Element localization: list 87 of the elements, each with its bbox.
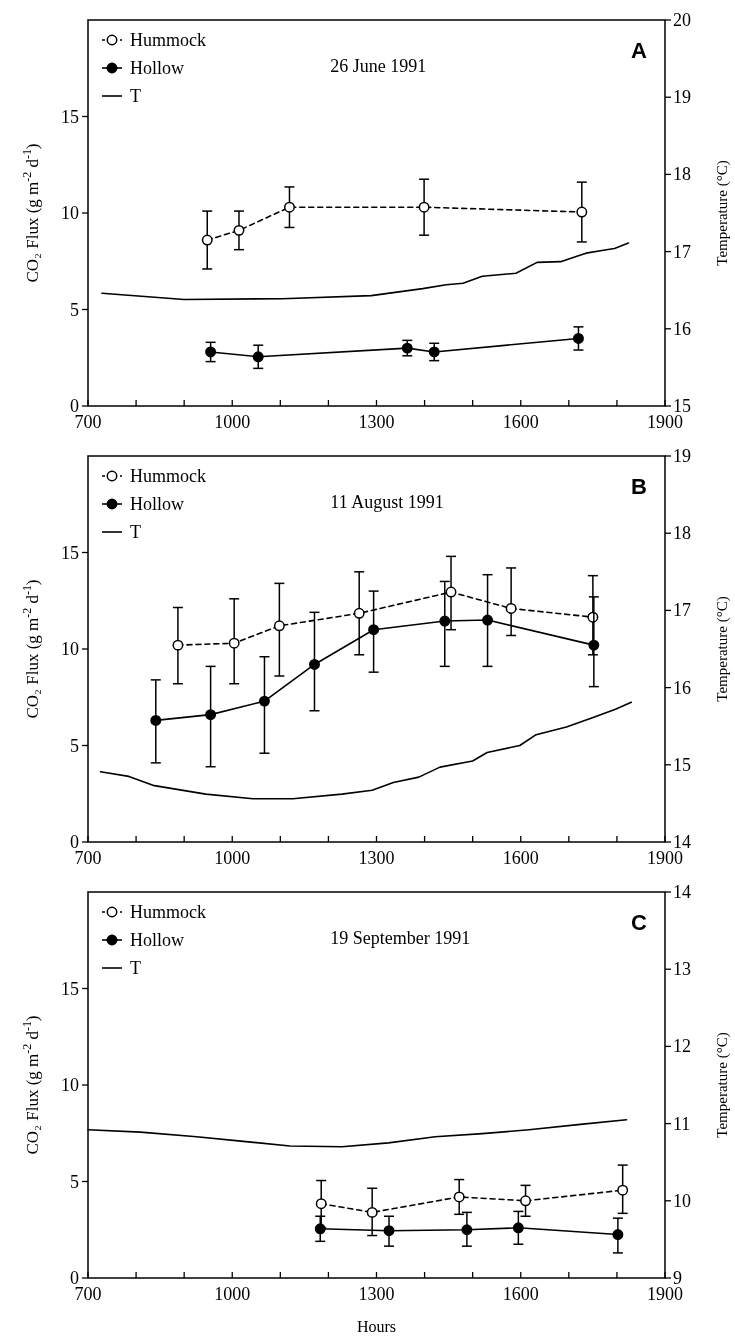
line-series [101, 242, 630, 301]
point [228, 637, 240, 649]
y2-tick-label: 19 [673, 446, 691, 466]
y2-tick-label: 15 [673, 754, 691, 775]
point [273, 620, 285, 632]
annotation: 26 June 1991 [330, 56, 427, 76]
point [453, 1191, 465, 1203]
y-tick-label: 15 [61, 978, 79, 999]
y2-tick-label: 20 [673, 10, 691, 30]
y2-axis-title: Temperature (°C) [714, 160, 731, 266]
point [612, 1229, 624, 1241]
y2-tick-label: 18 [673, 164, 691, 185]
point [368, 624, 380, 636]
point [314, 1223, 326, 1235]
y2-tick-label: 12 [673, 1036, 691, 1057]
annotation: 19 September 1991 [330, 928, 471, 948]
x-tick-label: 1600 [502, 412, 539, 432]
point [588, 639, 600, 651]
y2-tick-label: 17 [673, 241, 691, 262]
y2-tick-label: 11 [673, 1113, 691, 1134]
legend-label: Hummock [130, 902, 206, 922]
y2-tick-label: 16 [673, 677, 691, 698]
y2-tick-label: 10 [673, 1190, 691, 1211]
annotation: C [631, 910, 648, 935]
y-tick-label: 15 [61, 106, 79, 127]
point [205, 709, 217, 721]
y2-tick-label: 13 [673, 959, 691, 980]
annotation: B [631, 474, 647, 499]
point [201, 234, 213, 246]
y2-tick-label: 19 [673, 87, 691, 108]
annotation: 11 August 1991 [330, 492, 444, 512]
point [617, 1184, 629, 1196]
point [383, 1225, 395, 1237]
x-tick-label: 1000 [214, 1284, 251, 1304]
x-axis-title: Hours [356, 1318, 397, 1335]
point [315, 1198, 327, 1210]
point [233, 224, 245, 236]
legend-label: Hummock [130, 30, 206, 50]
y-tick-label: 10 [61, 1075, 79, 1095]
legend-label: Hollow [130, 58, 184, 78]
point [309, 658, 320, 670]
y-tick-label: 5 [70, 299, 79, 320]
point [150, 714, 162, 726]
point [572, 332, 584, 344]
x-tick-label: 1000 [214, 848, 251, 868]
point [418, 201, 430, 213]
point [461, 1224, 473, 1236]
y2-axis-title: Temperature (°C) [714, 1032, 731, 1138]
point [520, 1195, 532, 1207]
point [576, 206, 588, 218]
y-tick-label: 10 [61, 203, 79, 223]
point [172, 639, 184, 651]
y-tick-label: 5 [70, 1171, 79, 1192]
x-tick-label: 1300 [358, 412, 395, 432]
point [353, 607, 365, 619]
legend-label: Hollow [130, 494, 184, 514]
y-tick-label: 10 [61, 639, 79, 659]
point [445, 586, 457, 598]
point [284, 201, 295, 213]
legend-label: T [130, 958, 141, 978]
legend-label: Hummock [130, 466, 206, 486]
point [505, 603, 517, 614]
point [252, 351, 264, 363]
point [439, 615, 451, 627]
y2-axis-title: Temperature (°C) [714, 596, 731, 702]
point [259, 695, 270, 707]
annotation: A [631, 38, 648, 63]
point [428, 346, 440, 358]
y-tick-label: 5 [70, 735, 79, 756]
point [366, 1206, 378, 1218]
x-tick-label: 1600 [502, 1284, 539, 1304]
point [512, 1222, 524, 1234]
y2-tick-label: 14 [673, 882, 691, 902]
point [482, 614, 494, 626]
point [205, 346, 217, 358]
line-series [99, 701, 633, 800]
x-tick-label: 1000 [214, 412, 251, 432]
legend-label: Hollow [130, 930, 184, 950]
y2-tick-label: 17 [673, 600, 691, 621]
x-tick-label: 1300 [358, 1284, 395, 1304]
y-tick-label: 15 [61, 542, 79, 563]
x-tick-label: 1300 [358, 848, 395, 868]
x-tick-label: 1600 [502, 848, 539, 868]
legend-label: T [130, 522, 141, 542]
y2-tick-label: 16 [673, 318, 691, 339]
y2-tick-label: 18 [673, 523, 691, 544]
legend-label: T [130, 86, 141, 106]
